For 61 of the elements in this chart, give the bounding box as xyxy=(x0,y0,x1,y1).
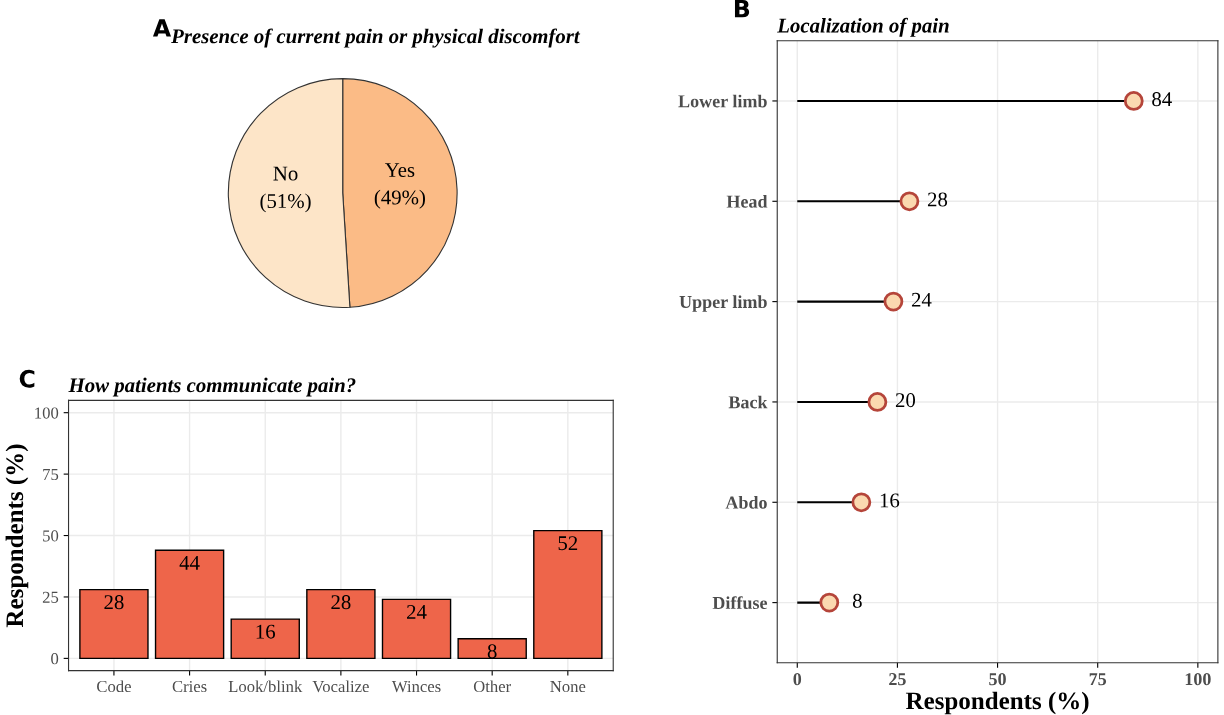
point xyxy=(883,291,904,312)
bar xyxy=(230,618,300,660)
y-tick-label: 50 xyxy=(43,530,59,542)
x-tick-label: 0 xyxy=(793,673,802,686)
text: C xyxy=(19,369,35,388)
data-label: (49%) xyxy=(374,189,426,209)
x-tick-label: Winces xyxy=(391,680,441,693)
data-label: 28 xyxy=(331,595,351,610)
x-tick-label: 75 xyxy=(1089,673,1107,686)
text: B xyxy=(734,0,750,18)
data-label: 84 xyxy=(1152,92,1172,107)
data-label: 8 xyxy=(487,644,497,659)
data-label: 8 xyxy=(852,593,862,608)
x-tick-label: 25 xyxy=(889,673,906,686)
x-tick-label: 50 xyxy=(989,673,1006,686)
bar xyxy=(79,588,149,660)
data-label: (51%) xyxy=(260,193,311,213)
y-axis-title: Respondents (%) xyxy=(5,444,29,628)
data-label: 24 xyxy=(407,604,427,619)
x-tick-label: Cries xyxy=(172,680,207,693)
data-label: 28 xyxy=(927,192,948,207)
chart-title: Localization of pain xyxy=(777,17,949,37)
bar xyxy=(306,588,376,660)
x-tick-label: Look/blink xyxy=(228,680,303,693)
slice-label: Yes xyxy=(384,163,415,178)
x-axis-title: Respondents (%) xyxy=(905,691,1089,715)
bar xyxy=(457,638,527,660)
y-tick-label: Abdo xyxy=(725,496,767,509)
y-tick-label: Back xyxy=(728,395,768,409)
x-tick-label: Code xyxy=(97,680,131,693)
y-tick-label: Lower limb xyxy=(678,94,767,108)
data-label: 28 xyxy=(104,595,124,610)
slice-label: No xyxy=(273,166,298,181)
chart-title: Presence of current pain or physical discomfort xyxy=(171,28,581,48)
data-label: 52 xyxy=(558,536,578,551)
y-tick-label: 100 xyxy=(35,407,59,419)
point xyxy=(899,191,920,212)
chart-title: How patients communicate pain? xyxy=(68,377,356,397)
point xyxy=(819,592,840,613)
x-tick-label: None xyxy=(550,681,586,693)
text: A xyxy=(152,19,172,37)
data-label: 44 xyxy=(179,555,200,570)
data-label: 16 xyxy=(880,493,900,508)
y-tick-label: 25 xyxy=(42,591,59,603)
y-tick-label: Diffuse xyxy=(712,596,768,610)
data-label: 20 xyxy=(895,393,916,408)
y-tick-label: Upper limb xyxy=(679,295,767,312)
bar xyxy=(381,598,452,660)
bar xyxy=(533,529,603,660)
x-tick-label: Vocalize xyxy=(312,680,369,693)
bar xyxy=(154,549,225,660)
data-label: 24 xyxy=(911,292,932,307)
data-label: 16 xyxy=(256,624,276,639)
x-tick-label: Other xyxy=(473,680,512,693)
point xyxy=(851,492,872,513)
point xyxy=(867,392,888,412)
x-tick-label: 100 xyxy=(1185,673,1211,686)
y-tick-label: Head xyxy=(726,195,768,208)
point xyxy=(1123,91,1144,111)
y-tick-label: 0 xyxy=(51,653,59,665)
y-tick-label: 75 xyxy=(43,468,59,481)
